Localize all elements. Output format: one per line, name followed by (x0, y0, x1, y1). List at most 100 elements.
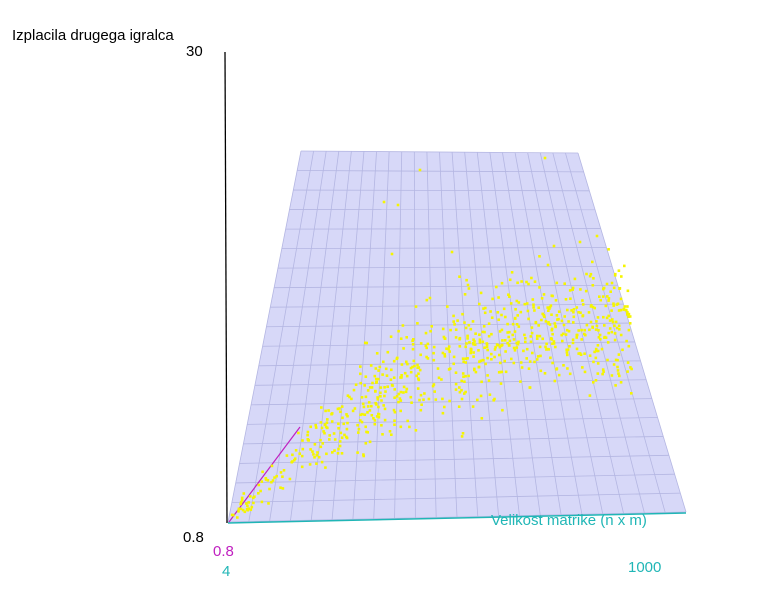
data-point (625, 339, 628, 343)
data-point (402, 347, 405, 350)
data-point (458, 345, 462, 348)
grid-line (254, 379, 647, 386)
data-point (437, 376, 441, 380)
data-point (434, 398, 438, 401)
data-point (509, 302, 513, 305)
data-point (629, 366, 632, 369)
x-axis-line (227, 512, 687, 524)
data-point (332, 432, 336, 435)
data-point (515, 299, 519, 303)
data-point (285, 454, 289, 457)
grid-line (227, 511, 687, 523)
data-point (345, 413, 348, 416)
data-point (239, 507, 243, 511)
data-point (424, 344, 428, 348)
data-point (483, 330, 486, 334)
grid-line (514, 152, 583, 515)
data-point (579, 288, 582, 291)
data-point (602, 315, 605, 319)
data-point (441, 411, 445, 415)
data-point (383, 386, 386, 389)
data-point (411, 365, 414, 369)
data-point (388, 430, 392, 433)
data-point (306, 433, 309, 437)
data-point (338, 407, 341, 410)
grid-line (285, 228, 601, 230)
data-point (618, 328, 621, 331)
data-point (242, 492, 246, 495)
data-point (524, 340, 527, 344)
data-point (399, 409, 402, 413)
data-point (325, 452, 328, 456)
data-point (345, 427, 349, 431)
data-point (498, 345, 502, 349)
data-point (359, 381, 362, 385)
data-point (397, 400, 400, 404)
data-point (500, 328, 504, 332)
data-point (453, 323, 456, 326)
grid-line (394, 151, 403, 519)
data-point (268, 487, 271, 491)
data-point (330, 420, 334, 423)
data-point (473, 343, 477, 346)
data-point (483, 311, 487, 315)
data-point (413, 364, 416, 368)
data-point (345, 436, 349, 440)
data-point (230, 513, 234, 517)
data-point (507, 335, 510, 339)
grid-line (552, 152, 645, 514)
data-point (469, 349, 473, 353)
data-point (250, 505, 254, 509)
data-point (628, 315, 632, 318)
data-point (583, 370, 587, 374)
data-point (478, 338, 482, 341)
data-point (573, 277, 577, 281)
data-point (246, 504, 249, 508)
data-point (357, 431, 360, 434)
data-point (498, 353, 501, 357)
data-point (298, 452, 301, 455)
data-point (523, 333, 526, 337)
data-point (525, 302, 529, 305)
data-point (467, 374, 470, 378)
data-point (425, 346, 428, 350)
data-point (617, 353, 621, 356)
data-point (362, 454, 365, 458)
data-point (373, 422, 377, 426)
data-point (548, 323, 552, 326)
data-point (381, 433, 384, 436)
data-point (429, 329, 432, 333)
data-point (585, 272, 588, 276)
data-point (566, 353, 569, 357)
data-point (432, 351, 435, 355)
data-point (408, 425, 411, 429)
data-point (405, 336, 408, 339)
data-point (395, 357, 399, 361)
data-point (566, 308, 569, 312)
data-point (390, 433, 393, 436)
data-point (497, 296, 500, 299)
data-point (245, 502, 248, 505)
data-point (580, 328, 583, 332)
data-point (519, 361, 523, 364)
data-point (464, 357, 468, 360)
data-point (314, 423, 317, 427)
data-point (553, 322, 557, 325)
data-point (607, 331, 610, 335)
data-point (563, 282, 566, 285)
data-point (270, 480, 273, 484)
data-point (427, 397, 431, 401)
data-point (328, 434, 331, 437)
data-point (508, 295, 511, 298)
data-point (326, 418, 329, 421)
data-point (515, 323, 519, 326)
data-point (320, 426, 324, 430)
data-point (288, 477, 292, 481)
data-point (319, 445, 323, 449)
data-point (553, 379, 557, 383)
data-point (601, 372, 604, 376)
data-point (517, 301, 521, 304)
data-point (627, 344, 631, 348)
data-point (591, 305, 595, 309)
data-point (364, 395, 368, 399)
